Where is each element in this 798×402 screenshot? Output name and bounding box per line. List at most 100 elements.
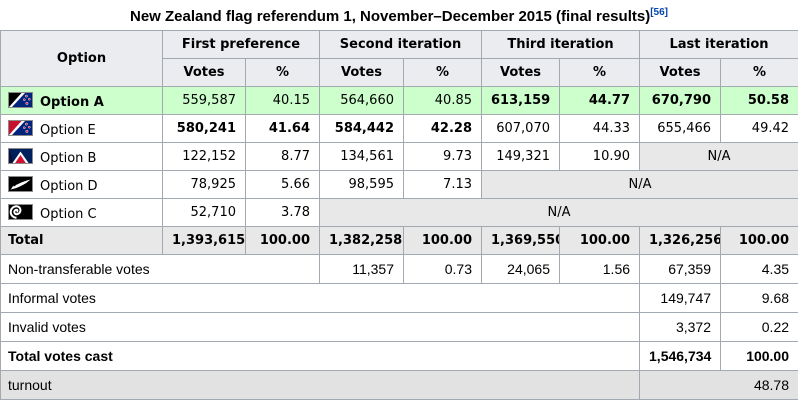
- votes-cell: 149,321: [481, 142, 560, 171]
- votes-cell: 52,710: [162, 198, 246, 227]
- header-first-preference: First preference: [162, 30, 320, 59]
- row-option-b: Option B 122,152 8.77 134,561 9.73 149,3…: [0, 142, 798, 171]
- votes-cell: 11,357: [319, 254, 404, 284]
- option-label: Option D: [40, 178, 98, 194]
- percent-cell: 50.58: [720, 86, 798, 115]
- row-non-transferable: Non-transferable votes 11,357 0.73 24,06…: [0, 254, 798, 284]
- percent-cell: 0.22: [720, 312, 798, 342]
- votes-cell: 1,326,256: [639, 226, 722, 255]
- percent-cell: 49.42: [720, 114, 798, 143]
- header-sub-row: Votes % Votes % Votes % Votes %: [1, 58, 798, 87]
- label-cell: Non-transferable votes: [0, 254, 320, 284]
- row-turnout: turnout 48.78: [0, 370, 798, 400]
- option-cell: Option D: [0, 170, 163, 199]
- red-peak-flag-icon: [8, 147, 33, 164]
- votes-cell: 98,595: [319, 170, 404, 199]
- header-second-iteration: Second iteration: [319, 30, 482, 59]
- percent-cell: 100.00: [558, 226, 641, 255]
- votes-cell: 24,065: [481, 254, 560, 284]
- header-percent: %: [245, 58, 320, 87]
- header-last-iteration: Last iteration: [639, 30, 798, 59]
- percent-cell: 48.78: [639, 370, 798, 400]
- votes-cell: 613,159: [481, 86, 560, 115]
- votes-cell: 655,466: [639, 114, 722, 143]
- votes-cell: 559,587: [162, 86, 246, 115]
- row-total: Total 1,393,615 100.00 1,382,258 100.00 …: [0, 226, 798, 255]
- percent-cell: 8.77: [245, 142, 320, 171]
- label-cell: Informal votes: [0, 283, 641, 313]
- percent-cell: 40.85: [403, 86, 482, 115]
- koru-black-flag-icon: [8, 203, 33, 220]
- votes-cell: 67,359: [639, 254, 722, 284]
- row-invalid-votes: Invalid votes 3,372 0.22: [0, 312, 798, 342]
- votes-cell: 1,393,615: [162, 226, 246, 255]
- title-text: New Zealand flag referendum 1, November–…: [130, 8, 651, 25]
- percent-cell: 9.73: [403, 142, 482, 171]
- header-votes: Votes: [162, 58, 246, 87]
- label-cell: Total: [0, 226, 163, 255]
- reference-link[interactable]: [56]: [650, 7, 668, 18]
- row-option-a: Option A 559,587 40.15 564,660 40.85 613…: [0, 86, 798, 115]
- votes-cell: 134,561: [319, 142, 404, 171]
- percent-cell: 0.73: [403, 254, 482, 284]
- percent-cell: 3.78: [245, 198, 320, 227]
- row-total-votes-cast: Total votes cast 1,546,734 100.00: [0, 341, 798, 371]
- referendum-results-table: Option First preference Second iteration…: [0, 30, 798, 400]
- row-informal-votes: Informal votes 149,747 9.68: [0, 283, 798, 313]
- percent-cell: 100.00: [403, 226, 482, 255]
- option-cell: Option B: [0, 142, 163, 171]
- header-votes: Votes: [481, 58, 560, 87]
- percent-cell: 100.00: [720, 226, 798, 255]
- row-option-c: Option C 52,710 3.78 N/A: [0, 198, 798, 227]
- table-title: New Zealand flag referendum 1, November–…: [0, 0, 798, 30]
- label-cell: Invalid votes: [0, 312, 641, 342]
- option-cell: Option A: [0, 86, 163, 115]
- votes-cell: 1,369,550: [481, 226, 560, 255]
- header-option: Option: [0, 30, 163, 87]
- percent-cell: 44.77: [558, 86, 641, 115]
- header-percent: %: [558, 58, 641, 87]
- percent-cell: 41.64: [245, 114, 320, 143]
- option-label: Option A: [40, 94, 104, 110]
- silver-fern-red-white-blue-flag-icon: [8, 119, 33, 136]
- votes-cell: 607,070: [481, 114, 560, 143]
- na-cell: N/A: [318, 198, 798, 227]
- percent-cell: 5.66: [245, 170, 320, 199]
- votes-cell: 1,382,258: [319, 226, 404, 255]
- header-votes: Votes: [319, 58, 404, 87]
- header-percent: %: [403, 58, 482, 87]
- header-percent: %: [720, 58, 798, 87]
- percent-cell: 1.56: [558, 254, 641, 284]
- votes-cell: 584,442: [319, 114, 404, 143]
- option-cell: Option C: [0, 198, 163, 227]
- label-cell: Total votes cast: [0, 341, 641, 371]
- percent-cell: 4.35: [720, 254, 798, 284]
- label-cell: turnout: [0, 370, 641, 400]
- percent-cell: 7.13: [403, 170, 482, 199]
- votes-cell: 78,925: [162, 170, 246, 199]
- na-cell: N/A: [639, 142, 798, 171]
- percent-cell: 44.33: [558, 114, 641, 143]
- votes-cell: 580,241: [162, 114, 246, 143]
- votes-cell: 149,747: [639, 283, 722, 313]
- percent-cell: 40.15: [245, 86, 320, 115]
- percent-cell: 10.90: [558, 142, 641, 171]
- option-cell: Option E: [0, 114, 163, 143]
- row-option-e: Option E 580,241 41.64 584,442 42.28 607…: [0, 114, 798, 143]
- percent-cell: 9.68: [720, 283, 798, 313]
- votes-cell: 1,546,734: [639, 341, 722, 371]
- na-cell: N/A: [480, 170, 798, 199]
- votes-cell: 122,152: [162, 142, 246, 171]
- silver-fern-black-white-flag-icon: [8, 175, 33, 192]
- votes-cell: 670,790: [639, 86, 722, 115]
- header-votes: Votes: [639, 58, 722, 87]
- header-third-iteration: Third iteration: [480, 30, 641, 59]
- silver-fern-black-white-blue-flag-icon: [8, 91, 33, 108]
- percent-cell: 100.00: [245, 226, 320, 255]
- votes-cell: 564,660: [319, 86, 404, 115]
- percent-cell: 42.28: [403, 114, 482, 143]
- option-label: Option B: [40, 150, 97, 166]
- option-label: Option C: [40, 206, 97, 222]
- row-option-d: Option D 78,925 5.66 98,595 7.13 N/A: [0, 170, 798, 199]
- percent-cell: 100.00: [720, 341, 798, 371]
